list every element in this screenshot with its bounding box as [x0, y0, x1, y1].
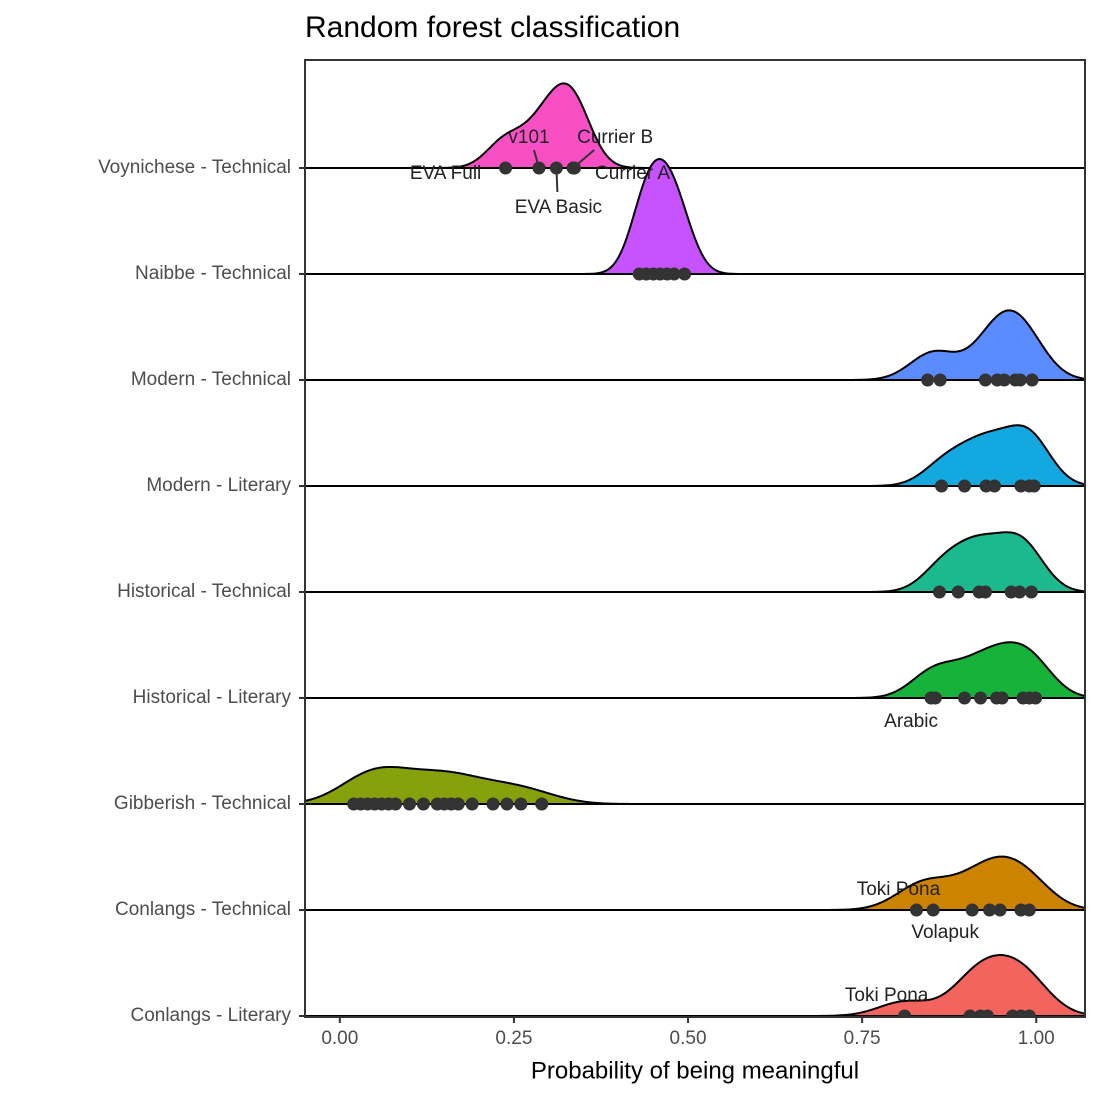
data-point: [465, 797, 479, 811]
density-area: [305, 856, 1085, 910]
density-area: [305, 532, 1085, 592]
data-point: [978, 373, 992, 387]
point-label: Arabic: [884, 711, 938, 732]
data-point: [928, 691, 942, 705]
x-tick-label: 0.50: [670, 1028, 707, 1049]
x-tick-label: 0.00: [321, 1028, 358, 1049]
label-connector: [533, 149, 540, 169]
y-tick-label: Modern - Literary: [146, 475, 291, 496]
data-point: [1013, 585, 1027, 599]
data-point: [983, 903, 997, 917]
data-point: [981, 1009, 994, 1017]
density-area: [305, 310, 1085, 380]
density-area: [305, 83, 1085, 168]
data-point: [514, 797, 528, 811]
density-area: [305, 159, 1085, 274]
data-point: [1029, 691, 1043, 705]
data-point: [499, 161, 513, 175]
data-point: [921, 373, 935, 387]
data-point: [486, 797, 500, 811]
density-line: [305, 82, 1085, 169]
data-point: [1022, 1009, 1036, 1017]
data-point: [1022, 903, 1036, 917]
density-area: [305, 955, 1085, 1016]
data-point: [500, 797, 514, 811]
data-point: [932, 585, 946, 599]
x-tick-label: 1.00: [1018, 1028, 1055, 1049]
data-point: [909, 903, 923, 917]
plot-area: [305, 82, 1085, 1017]
data-point: [678, 267, 692, 281]
data-point: [951, 585, 965, 599]
chart-title: Random forest classification: [305, 11, 680, 44]
data-point: [402, 797, 416, 811]
y-tick-label: Modern - Technical: [131, 369, 291, 390]
data-point: [958, 479, 972, 493]
y-tick-label: Conlangs - Technical: [115, 899, 291, 920]
y-tick-label: Gibberish - Technical: [114, 793, 291, 814]
point-label: Currier A: [595, 163, 670, 184]
data-point: [933, 373, 947, 387]
label-connector: [555, 167, 559, 193]
point-label: EVA Full: [410, 163, 481, 184]
plot-frame: [304, 59, 1086, 1018]
data-point: [997, 373, 1011, 387]
data-point: [1027, 479, 1041, 493]
y-tick-label: Historical - Technical: [117, 581, 291, 602]
x-tick-label: 0.25: [495, 1028, 532, 1049]
data-point: [416, 797, 430, 811]
data-point: [958, 691, 972, 705]
point-label: Toki Pona: [857, 879, 941, 900]
label-connector: [572, 149, 595, 169]
y-tick-label: Conlangs - Literary: [130, 1005, 291, 1026]
data-point: [993, 903, 1007, 917]
data-point: [995, 691, 1009, 705]
data-point: [1024, 585, 1038, 599]
x-axis-title: Probability of being meaningful: [531, 1057, 859, 1084]
point-label: EVA Basic: [515, 197, 602, 218]
data-point: [987, 479, 1001, 493]
data-point: [974, 691, 988, 705]
data-point: [535, 797, 549, 811]
data-point: [965, 903, 979, 917]
point-label: Currier B: [577, 127, 653, 148]
data-point: [1025, 373, 1039, 387]
data-point: [389, 797, 403, 811]
data-point: [667, 267, 681, 281]
point-label: Volapuk: [911, 922, 979, 943]
y-tick-label: Historical - Literary: [133, 687, 292, 708]
data-point: [978, 585, 992, 599]
data-point: [926, 903, 940, 917]
data-point: [1013, 373, 1027, 387]
point-label: Toki Pona: [845, 985, 929, 1006]
data-point: [898, 1009, 912, 1017]
density-area: [305, 425, 1085, 486]
density-area: [305, 766, 1085, 804]
data-point: [963, 1009, 977, 1017]
x-tick-label: 0.75: [844, 1028, 881, 1049]
y-tick-label: Naibbe - Technical: [135, 263, 291, 284]
y-tick-label: Voynichese - Technical: [98, 157, 291, 178]
point-label: v101: [508, 127, 549, 148]
data-point: [451, 797, 465, 811]
density-area: [305, 642, 1085, 698]
data-point: [935, 479, 949, 493]
